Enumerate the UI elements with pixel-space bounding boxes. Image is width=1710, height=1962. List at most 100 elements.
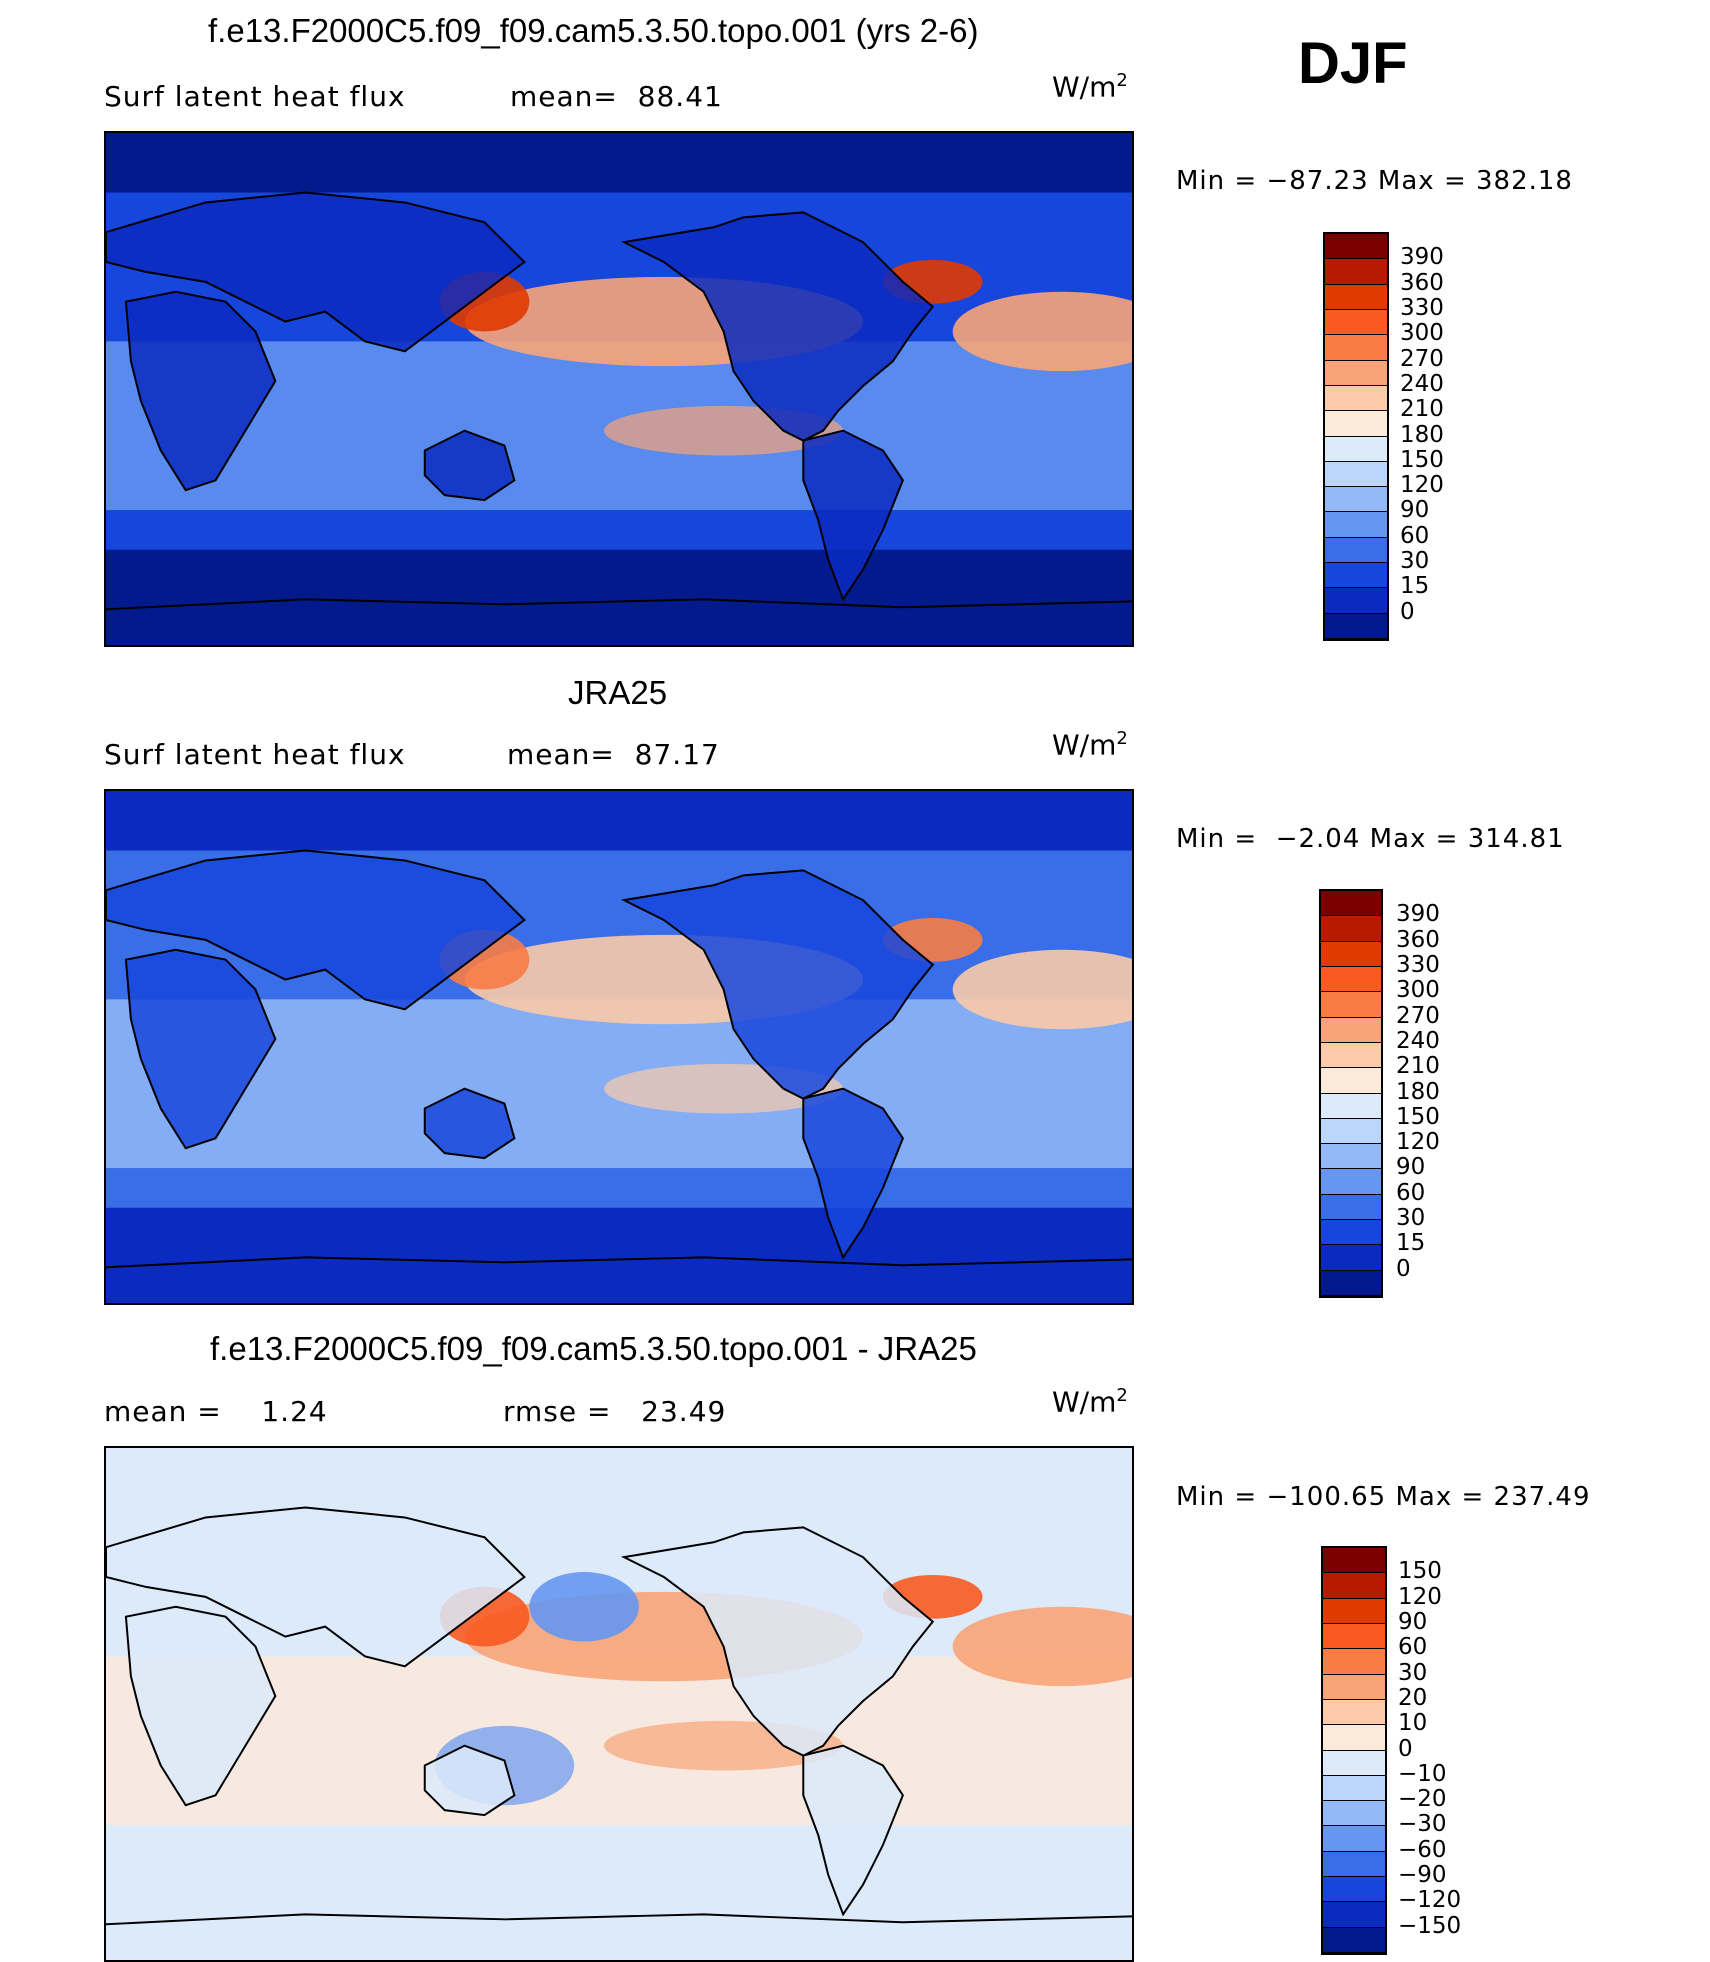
colorbar-swatch xyxy=(1323,1775,1385,1802)
colorbar-swatch xyxy=(1325,563,1387,589)
colorbar-swatch xyxy=(1323,1674,1385,1700)
coastline xyxy=(106,1506,526,1668)
coastline xyxy=(620,211,935,442)
colorbar-tick-label: 240 xyxy=(1400,370,1444,397)
colorbar-swatch xyxy=(1321,1093,1381,1119)
colorbar-tick-label: 150 xyxy=(1398,1558,1442,1585)
coastline xyxy=(124,948,277,1150)
colorbar-tick-label: 300 xyxy=(1396,977,1440,1004)
colorbar-swatch xyxy=(1323,1598,1385,1624)
land-mass xyxy=(106,192,525,352)
panel-2-units-base: W/m xyxy=(1052,728,1117,762)
polar-band-north xyxy=(106,1448,1132,1508)
colorbar-swatch xyxy=(1323,1548,1385,1574)
colorbar-swatch xyxy=(1321,916,1381,942)
colorbar-swatch xyxy=(1323,1902,1385,1928)
panel-1-units-exp: 2 xyxy=(1116,70,1128,91)
colorbar-swatch xyxy=(1323,1750,1385,1776)
colorbar-swatch xyxy=(1321,1270,1381,1296)
colorbar-tick-label: 330 xyxy=(1400,294,1444,321)
colorbar-swatch xyxy=(1323,1927,1385,1953)
panel-1-mean: mean= 88.41 xyxy=(510,80,723,113)
land-mass xyxy=(424,430,515,501)
land-mass xyxy=(623,1527,933,1756)
panel-2-units: W/m2 xyxy=(1052,728,1128,761)
panel-2-units-exp: 2 xyxy=(1116,728,1128,749)
polar-band-north xyxy=(106,133,1132,193)
panel-2-variable-label: Surf latent heat flux xyxy=(104,738,406,771)
coastline xyxy=(124,290,277,492)
colorbar-tick-label: 90 xyxy=(1400,497,1430,524)
colorbar-tick-label: 120 xyxy=(1398,1583,1442,1610)
colorbar-tick-label: 180 xyxy=(1396,1078,1440,1105)
colorbar-swatch xyxy=(1325,284,1387,310)
colorbar-swatch xyxy=(1321,966,1381,993)
colorbar-tick-label: 330 xyxy=(1396,951,1440,978)
colorbar-swatch xyxy=(1323,1649,1385,1675)
colorbar-tick-label: −120 xyxy=(1398,1887,1462,1914)
panel-3-units-exp: 2 xyxy=(1116,1385,1128,1406)
colorbar-tick-label: 0 xyxy=(1400,598,1415,625)
coastline xyxy=(124,1605,277,1807)
colorbar-swatch xyxy=(1325,234,1387,260)
north-atlantic-feature xyxy=(952,949,1132,1030)
colorbar-swatch xyxy=(1323,1851,1385,1878)
coastline xyxy=(106,191,526,353)
map-plot xyxy=(106,791,1132,1303)
colorbar-tick-label: −150 xyxy=(1398,1912,1462,1939)
coastline xyxy=(802,1087,905,1260)
panel-3-rmse: rmse = 23.49 xyxy=(503,1395,727,1428)
colorbar-swatch xyxy=(1323,1877,1385,1903)
north-atlantic-feature xyxy=(952,1606,1132,1687)
polar-band-south xyxy=(106,549,1132,645)
colorbar-swatch xyxy=(1321,1017,1381,1043)
colorbar-tick-label: −30 xyxy=(1398,1811,1447,1838)
colorbar-tick-label: −10 xyxy=(1398,1760,1447,1787)
coastline xyxy=(802,429,905,602)
colorbar-swatch xyxy=(1321,1169,1381,1195)
colorbar-swatch xyxy=(1325,360,1387,386)
colorbar-tick-label: 210 xyxy=(1396,1053,1440,1080)
colorbar-tick-label: 150 xyxy=(1400,446,1444,473)
coastline xyxy=(620,1526,935,1757)
colorbar-swatch xyxy=(1325,537,1387,564)
colorbar-swatch xyxy=(1321,992,1381,1018)
colorbar-swatch xyxy=(1321,1144,1381,1170)
land-mass xyxy=(623,212,933,441)
panel-2-colorbar xyxy=(1319,889,1383,1298)
colorbar-swatch xyxy=(1325,385,1387,412)
coastline xyxy=(106,1913,1132,1926)
colorbar-swatch xyxy=(1321,891,1381,917)
colorbar-tick-label: 15 xyxy=(1400,573,1430,600)
colorbar-tick-label: 300 xyxy=(1400,320,1444,347)
panel-1-colorbar xyxy=(1323,232,1389,641)
colorbar-tick-label: 210 xyxy=(1400,396,1444,423)
colorbar-swatch xyxy=(1321,1068,1381,1094)
colorbar-tick-label: 390 xyxy=(1396,901,1440,928)
colorbar-swatch xyxy=(1321,1118,1381,1145)
map-plot xyxy=(106,1448,1132,1960)
colorbar-swatch xyxy=(1325,461,1387,488)
colorbar-tick-label: 60 xyxy=(1400,522,1430,549)
colorbar-swatch xyxy=(1323,1623,1385,1650)
coastline xyxy=(423,429,516,502)
colorbar-swatch xyxy=(1321,941,1381,967)
coastline xyxy=(423,1744,516,1817)
map-plot xyxy=(106,133,1132,645)
panel-1-min-max: Min = −87.23 Max = 382.18 xyxy=(1176,166,1573,196)
colorbar-tick-label: 360 xyxy=(1396,926,1440,953)
colorbar-tick-label: 30 xyxy=(1398,1659,1428,1686)
panel-2-title: JRA25 xyxy=(568,674,668,711)
colorbar-swatch xyxy=(1325,335,1387,361)
panel-3-units: W/m2 xyxy=(1052,1385,1128,1418)
coastline xyxy=(802,1744,905,1917)
colorbar-tick-label: 30 xyxy=(1396,1205,1426,1232)
polar-band-south xyxy=(106,1207,1132,1303)
north-atlantic-feature xyxy=(952,291,1132,372)
panel-1-title: f.e13.F2000C5.f09_f09.cam5.3.50.topo.001… xyxy=(208,12,979,49)
colorbar-swatch xyxy=(1321,1245,1381,1271)
colorbar-swatch xyxy=(1325,613,1387,639)
coastline xyxy=(106,849,526,1011)
colorbar-swatch xyxy=(1325,411,1387,437)
colorbar-tick-label: 20 xyxy=(1398,1684,1428,1711)
